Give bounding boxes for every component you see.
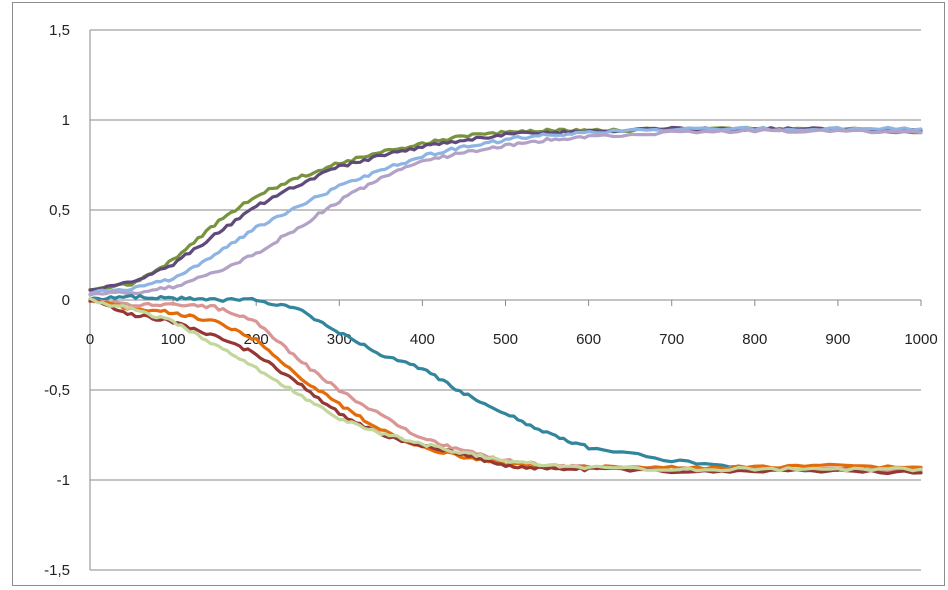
x-tick-label: 900 bbox=[825, 331, 850, 348]
series-line-4 bbox=[88, 127, 923, 297]
y-tick-label: 0,5 bbox=[49, 202, 70, 219]
x-tick-label: 600 bbox=[576, 331, 601, 348]
series-line-8 bbox=[88, 299, 923, 476]
series-line-3 bbox=[88, 125, 923, 296]
y-tick-label: 0 bbox=[62, 292, 70, 309]
series-line-5 bbox=[88, 294, 923, 473]
x-tick-label: 500 bbox=[493, 331, 518, 348]
x-tick-label: 100 bbox=[161, 331, 186, 348]
series-line-2 bbox=[88, 125, 923, 292]
y-tick-label: 1,5 bbox=[49, 22, 70, 39]
x-tick-label: 700 bbox=[659, 331, 684, 348]
series-line-9 bbox=[88, 296, 923, 473]
chart-frame bbox=[12, 2, 945, 586]
series-line-1 bbox=[88, 125, 923, 292]
x-tick-label: 400 bbox=[410, 331, 435, 348]
series-line-6 bbox=[88, 298, 923, 473]
x-tick-label: 800 bbox=[742, 331, 767, 348]
series-line-7 bbox=[88, 297, 923, 471]
y-tick-label: -1,5 bbox=[44, 562, 70, 579]
y-tick-label: -1 bbox=[57, 472, 70, 489]
y-tick-label: -0,5 bbox=[44, 382, 70, 399]
y-tick-label: 1 bbox=[62, 112, 70, 129]
x-tick-label: 1000 bbox=[904, 331, 937, 348]
x-tick-label: 0 bbox=[86, 331, 94, 348]
